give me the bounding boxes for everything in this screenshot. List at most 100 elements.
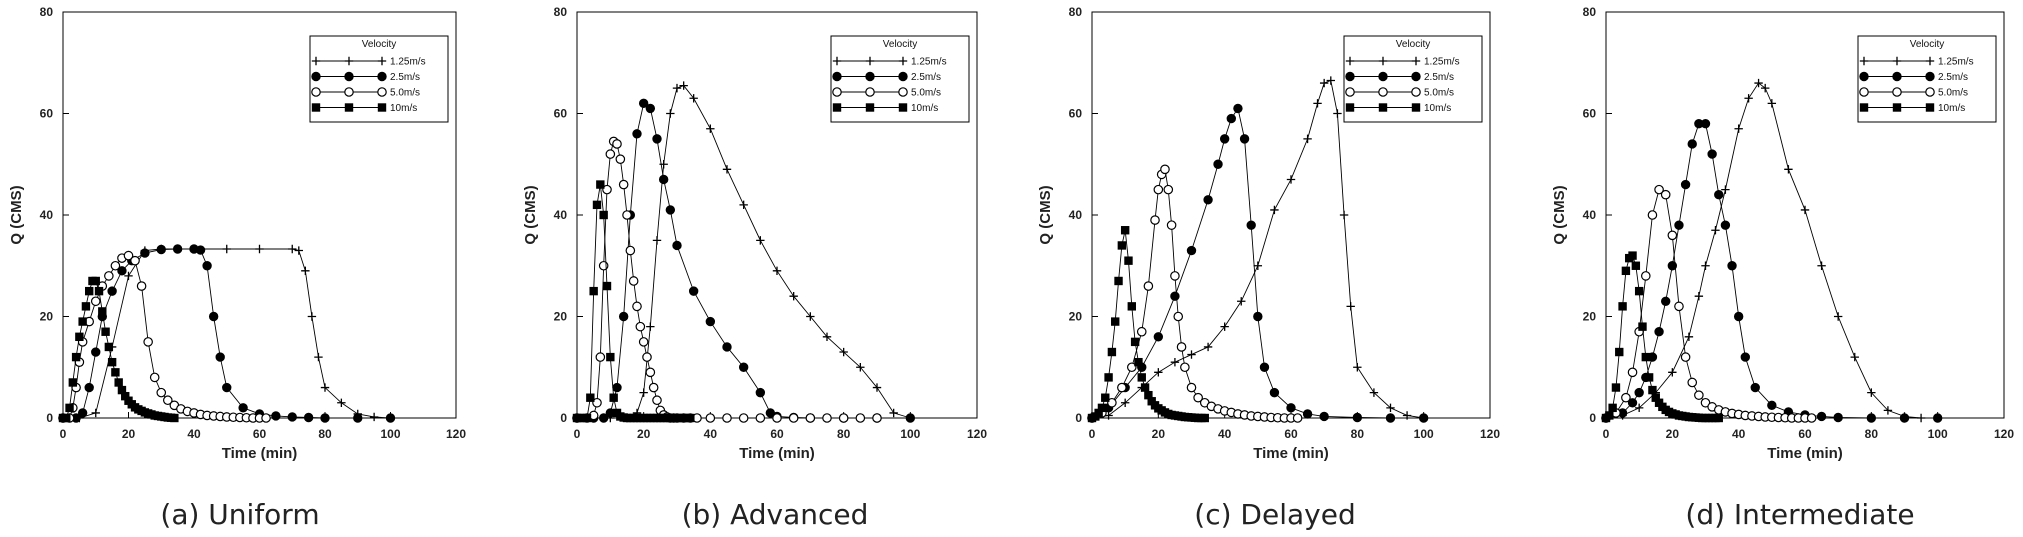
legend-marker bbox=[1925, 71, 1935, 82]
data-point-marker bbox=[1734, 124, 1743, 133]
y-tick-label: 60 bbox=[1583, 107, 1597, 121]
legend-marker bbox=[311, 71, 321, 82]
y-tick-label: 40 bbox=[1583, 208, 1597, 222]
data-point-marker bbox=[1107, 347, 1117, 357]
x-axis-title: Time (min) bbox=[1253, 445, 1329, 462]
legend-label: 10m/s bbox=[1938, 103, 1965, 114]
data-point-marker bbox=[1694, 292, 1704, 301]
data-point-marker bbox=[1143, 281, 1154, 291]
data-point-marker bbox=[215, 352, 225, 362]
data-point-marker bbox=[638, 337, 649, 347]
x-tick-label: 120 bbox=[446, 427, 466, 441]
legend-label: 10m/s bbox=[911, 103, 938, 114]
data-point-marker bbox=[1130, 337, 1140, 347]
legend-label: 2.5m/s bbox=[1424, 72, 1454, 83]
data-point-marker bbox=[1154, 368, 1163, 377]
legend-marker bbox=[1859, 56, 1869, 66]
legend-marker bbox=[377, 71, 387, 82]
legend-marker bbox=[832, 71, 842, 82]
legend-marker bbox=[898, 56, 908, 66]
data-point-marker bbox=[855, 413, 866, 423]
series-10m/s bbox=[1601, 251, 1723, 423]
y-tick-label: 0 bbox=[560, 411, 567, 425]
data-point-marker bbox=[1303, 134, 1312, 144]
data-point-marker bbox=[1233, 103, 1243, 114]
data-point-marker bbox=[632, 301, 642, 312]
data-point-marker bbox=[632, 129, 642, 139]
legend-marker bbox=[1925, 87, 1935, 97]
data-point-marker bbox=[586, 393, 595, 402]
data-point-marker bbox=[1680, 352, 1691, 362]
data-point-marker bbox=[838, 413, 849, 423]
data-point-marker bbox=[1176, 342, 1187, 352]
x-tick-label: 80 bbox=[1865, 427, 1879, 441]
data-point-marker bbox=[1101, 393, 1110, 402]
data-point-marker bbox=[91, 408, 100, 418]
data-point-marker bbox=[1137, 373, 1146, 382]
legend-marker bbox=[865, 103, 875, 112]
data-point-marker bbox=[1744, 94, 1753, 103]
y-axis-title: Q (CMS) bbox=[8, 185, 25, 244]
data-point-marker bbox=[124, 271, 133, 281]
y-tick-label: 60 bbox=[1069, 107, 1083, 121]
data-point-marker bbox=[172, 244, 183, 254]
data-point-marker bbox=[255, 244, 264, 254]
series-1.25m/s bbox=[1087, 76, 1428, 423]
data-point-marker bbox=[738, 413, 749, 423]
data-point-marker bbox=[303, 412, 314, 423]
legend-marker bbox=[344, 71, 354, 82]
data-point-marker bbox=[90, 296, 101, 307]
data-point-marker bbox=[628, 276, 639, 286]
data-point-marker bbox=[648, 382, 659, 393]
data-point-marker bbox=[1667, 261, 1678, 271]
data-point-marker bbox=[615, 154, 626, 164]
legend-marker bbox=[1892, 56, 1902, 66]
data-point-marker bbox=[1932, 413, 1943, 423]
y-axis-title: Q (CMS) bbox=[1037, 185, 1054, 244]
data-point-marker bbox=[756, 236, 765, 245]
x-tick-label: 80 bbox=[318, 427, 332, 441]
y-tick-label: 80 bbox=[554, 5, 568, 19]
data-point-marker bbox=[1707, 149, 1717, 159]
series-line bbox=[63, 248, 391, 419]
data-point-marker bbox=[1200, 413, 1209, 423]
y-axis-title: Q (CMS) bbox=[522, 185, 539, 244]
data-point-marker bbox=[602, 184, 612, 195]
data-point-marker bbox=[149, 372, 160, 383]
data-point-marker bbox=[1246, 220, 1256, 230]
data-point-marker bbox=[1761, 83, 1770, 93]
data-point-marker bbox=[789, 292, 798, 301]
y-tick-label: 20 bbox=[1069, 310, 1083, 324]
data-point-marker bbox=[1352, 412, 1363, 423]
data-point-marker bbox=[1226, 113, 1237, 124]
legend-marker bbox=[1345, 87, 1355, 97]
data-point-marker bbox=[1667, 230, 1678, 241]
data-point-marker bbox=[130, 255, 140, 266]
legend: Velocity 1.25m/s 2.5m/s 5.0m/s 10m/s bbox=[309, 35, 449, 123]
legend-marker bbox=[1859, 71, 1869, 82]
data-point-marker bbox=[1701, 261, 1710, 270]
data-point-marker bbox=[1127, 362, 1137, 373]
data-point-marker bbox=[271, 411, 281, 421]
y-tick-label: 80 bbox=[1583, 5, 1597, 19]
data-point-marker bbox=[143, 337, 153, 347]
data-point-marker bbox=[592, 200, 602, 210]
legend: Velocity 1.25m/s 2.5m/s 5.0m/s 10m/s bbox=[1343, 35, 1483, 123]
legend-label: 5.0m/s bbox=[1938, 88, 1968, 99]
series-5.0m/s bbox=[572, 136, 882, 423]
x-tick-label: 60 bbox=[770, 427, 784, 441]
data-point-marker bbox=[646, 322, 655, 331]
legend-label: 5.0m/s bbox=[911, 88, 941, 99]
legend-marker bbox=[832, 103, 842, 112]
data-point-marker bbox=[1292, 413, 1303, 423]
data-point-marker bbox=[1700, 118, 1711, 129]
legend-label: 10m/s bbox=[390, 103, 417, 114]
data-point-marker bbox=[163, 395, 173, 406]
data-point-marker bbox=[1173, 311, 1184, 322]
data-point-marker bbox=[1684, 332, 1694, 341]
data-point-marker bbox=[1800, 205, 1810, 215]
chart-panel-3: 0 20 40 60 80 100 120 0 20 40 60 80 Time (min) Q (CMS… bbox=[1037, 5, 1500, 531]
data-point-marker bbox=[722, 165, 732, 174]
data-point-marker bbox=[1687, 377, 1698, 388]
data-point-marker bbox=[369, 412, 379, 422]
